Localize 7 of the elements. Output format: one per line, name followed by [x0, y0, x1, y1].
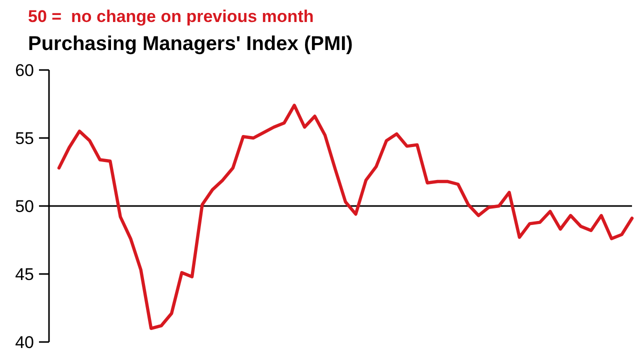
y-tick-label: 45	[15, 264, 34, 284]
y-tick-label: 50	[15, 196, 34, 216]
y-tick-label: 60	[15, 60, 34, 80]
chart-title: Purchasing Managers' Index (PMI)	[28, 33, 353, 55]
y-tick-label: 55	[15, 128, 34, 148]
y-tick-label: 40	[15, 332, 34, 352]
chart-subtitle: 50 = no change on previous month	[28, 7, 314, 26]
